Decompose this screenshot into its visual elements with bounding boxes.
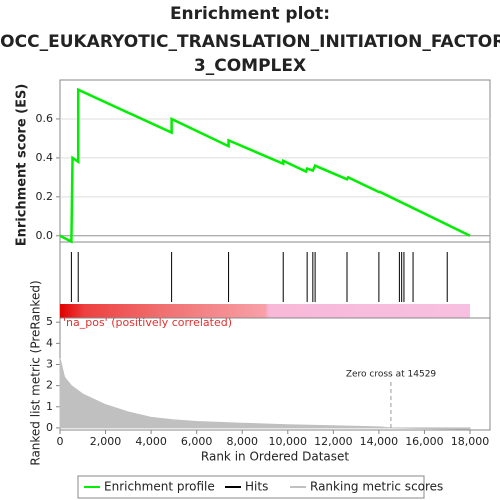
y-tick-label: 0.2 bbox=[36, 190, 54, 203]
legend-label: Hits bbox=[245, 480, 268, 494]
title-line: GOCC_EUKARYOTIC_TRANSLATION_INITIATION_F… bbox=[0, 32, 500, 52]
x-tick-label: 16,000 bbox=[405, 435, 444, 448]
ranking-color-band bbox=[60, 304, 470, 318]
title-line: Enrichment plot: bbox=[170, 4, 330, 24]
title-line: 3_COMPLEX bbox=[194, 56, 306, 76]
legend-label: Enrichment profile bbox=[104, 480, 215, 494]
y-axis-title: Enrichment score (ES) bbox=[15, 84, 30, 247]
x-axis-title: Rank in Ordered Dataset bbox=[201, 450, 349, 464]
y-tick-label: 2 bbox=[46, 379, 53, 392]
x-tick-label: 2,000 bbox=[90, 435, 122, 448]
band-label: 'na_pos' (positively correlated) bbox=[63, 316, 232, 329]
x-tick-label: 10,000 bbox=[269, 435, 308, 448]
zero-cross-annotation: Zero cross at 14529 bbox=[346, 370, 437, 380]
x-tick-label: 0 bbox=[57, 435, 64, 448]
x-tick-label: 14,000 bbox=[360, 435, 399, 448]
y-tick-label: 0.4 bbox=[36, 151, 54, 164]
legend-label: Ranking metric scores bbox=[310, 480, 443, 494]
y-tick-label: 1 bbox=[46, 400, 53, 413]
legend bbox=[77, 475, 425, 499]
y-tick-label: 0.0 bbox=[36, 229, 54, 242]
x-tick-label: 4,000 bbox=[135, 435, 167, 448]
y-tick-label: 0 bbox=[46, 421, 53, 434]
x-tick-label: 6,000 bbox=[181, 435, 213, 448]
y-tick-label: 5 bbox=[46, 315, 53, 328]
x-tick-label: 8,000 bbox=[226, 435, 258, 448]
enrichment-line bbox=[59, 87, 471, 244]
y-axis-title: Ranked list metric (PreRanked) bbox=[29, 280, 43, 465]
y-tick-label: 4 bbox=[46, 336, 53, 349]
x-tick-label: 12,000 bbox=[314, 435, 353, 448]
metric-area bbox=[59, 358, 471, 430]
y-tick-label: 0.6 bbox=[36, 112, 54, 125]
x-tick-label: 18,000 bbox=[451, 435, 490, 448]
y-tick-label: 3 bbox=[46, 357, 53, 370]
